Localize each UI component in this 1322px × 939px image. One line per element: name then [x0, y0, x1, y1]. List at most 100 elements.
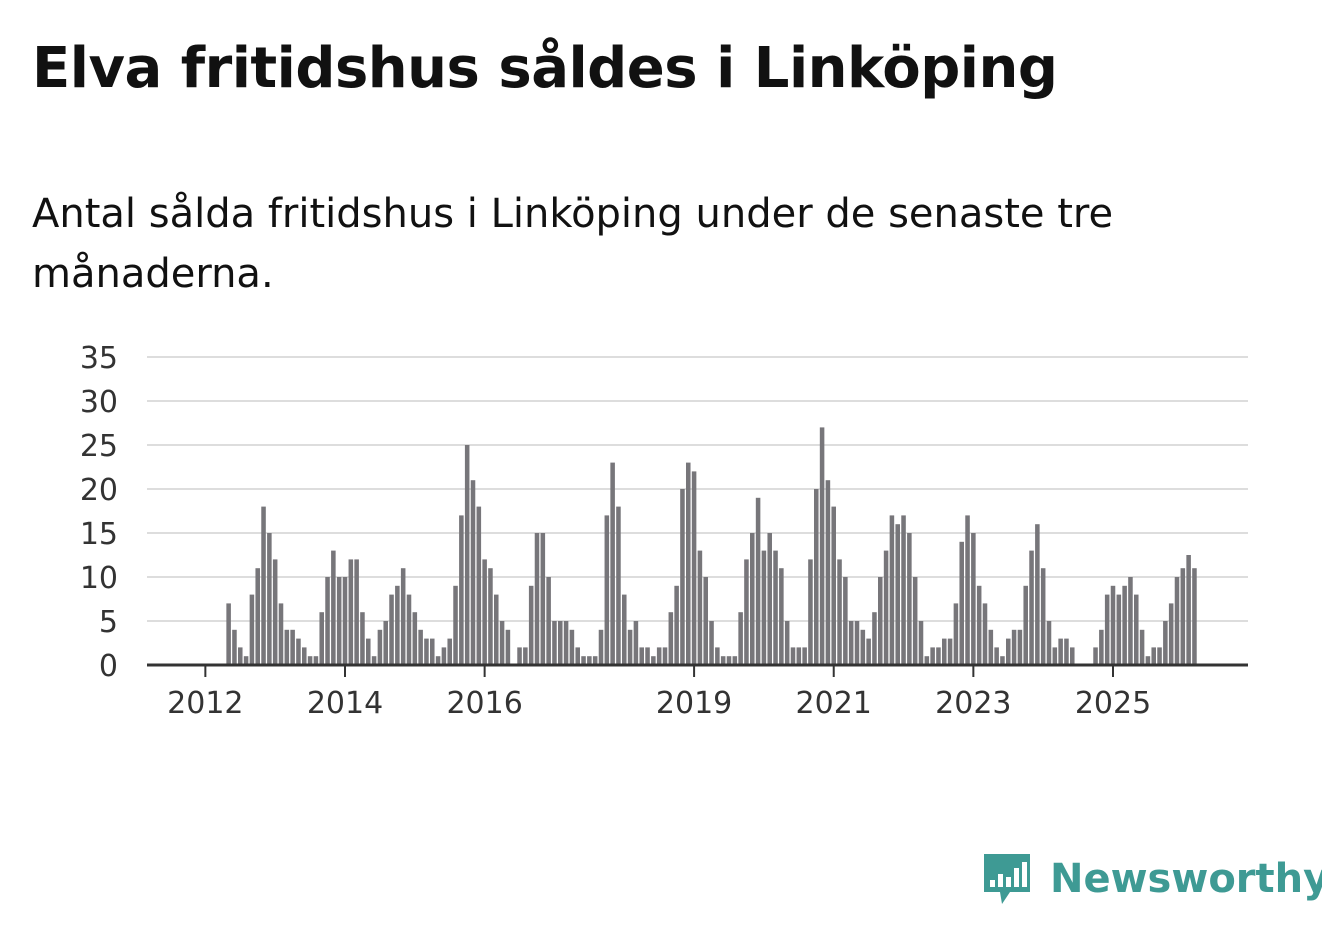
bar [1116, 594, 1122, 665]
bar [691, 471, 697, 665]
bar [1017, 629, 1023, 665]
x-tick-label: 2019 [656, 686, 732, 721]
bar [1023, 585, 1028, 665]
bar [1122, 585, 1127, 665]
bar [1035, 524, 1040, 665]
bar [1052, 647, 1058, 665]
bar [837, 559, 842, 665]
bar [575, 647, 580, 665]
bar [959, 541, 964, 665]
bar [750, 533, 755, 665]
bar [243, 656, 249, 665]
bar [459, 515, 464, 665]
bar [738, 612, 743, 665]
bar [860, 629, 866, 665]
bar [1157, 647, 1162, 665]
bar [936, 647, 941, 665]
bar [447, 638, 452, 665]
bar [709, 621, 714, 665]
bar [819, 427, 825, 665]
bar [505, 629, 511, 665]
value-labels: 11 [1228, 330, 1266, 338]
bar [732, 656, 738, 665]
bar [470, 480, 476, 665]
bar [1186, 555, 1191, 665]
bar [581, 656, 586, 665]
bar [499, 621, 505, 665]
bar [528, 585, 534, 665]
bar [360, 612, 365, 665]
brand-name: Newsworthy [1050, 856, 1322, 902]
bar [1168, 603, 1174, 665]
bar [930, 647, 935, 665]
bar [651, 656, 656, 665]
y-axis-ticks: 0 5 10 15 20 25 30 35 [80, 341, 118, 684]
bar [825, 480, 831, 665]
bar [843, 577, 848, 665]
bar [668, 612, 674, 665]
bar [377, 629, 383, 665]
bar [569, 629, 575, 665]
bar [627, 629, 633, 665]
x-tick-label: 2023 [935, 686, 1011, 721]
bar [656, 647, 662, 665]
bar [1134, 594, 1139, 665]
bar [616, 506, 621, 665]
bar [296, 638, 301, 665]
bar [720, 656, 726, 665]
bars [226, 427, 1197, 665]
newsworthy-logo: Newsworthy [980, 848, 1322, 910]
bar [971, 533, 976, 665]
bar [767, 533, 772, 665]
bar [302, 647, 307, 665]
bar [249, 594, 255, 665]
bar [953, 603, 959, 665]
bar [319, 612, 324, 665]
bar [808, 559, 813, 665]
bar [441, 647, 447, 665]
bar [639, 647, 644, 665]
bar [540, 533, 546, 665]
bar [238, 647, 243, 665]
bar [761, 550, 767, 665]
bar [1145, 656, 1151, 665]
bar [424, 638, 429, 665]
bar [889, 515, 895, 665]
bar [1104, 594, 1110, 665]
bar [552, 621, 557, 665]
bar [494, 594, 499, 665]
y-tick-label: 35 [80, 341, 118, 376]
bar [284, 629, 290, 665]
bar [342, 577, 348, 665]
bar [290, 629, 295, 665]
bar [476, 506, 482, 665]
x-tick-label: 2016 [446, 686, 522, 721]
y-tick-label: 10 [80, 561, 118, 596]
bar [965, 515, 970, 665]
highlight-value-label: 11 [1228, 330, 1266, 338]
bar [325, 577, 330, 665]
bar [988, 629, 994, 665]
bar [848, 621, 854, 665]
bar [744, 559, 749, 665]
bar [366, 638, 371, 665]
bar [523, 647, 528, 665]
y-tick-label: 20 [80, 473, 118, 508]
bar [488, 568, 493, 665]
bar [610, 462, 615, 665]
x-axis-ticks: 2012 2014 2016 2019 2021 2023 2025 [167, 665, 1151, 721]
bar [814, 489, 819, 665]
bar [430, 638, 435, 665]
bar [697, 550, 703, 665]
bar [383, 621, 388, 665]
bar [371, 656, 377, 665]
bar [942, 638, 947, 665]
bar [412, 612, 418, 665]
bar [534, 533, 540, 665]
bar [802, 647, 807, 665]
bar [418, 629, 423, 665]
bar [1029, 550, 1034, 665]
bar [587, 656, 592, 665]
bar [331, 550, 336, 665]
